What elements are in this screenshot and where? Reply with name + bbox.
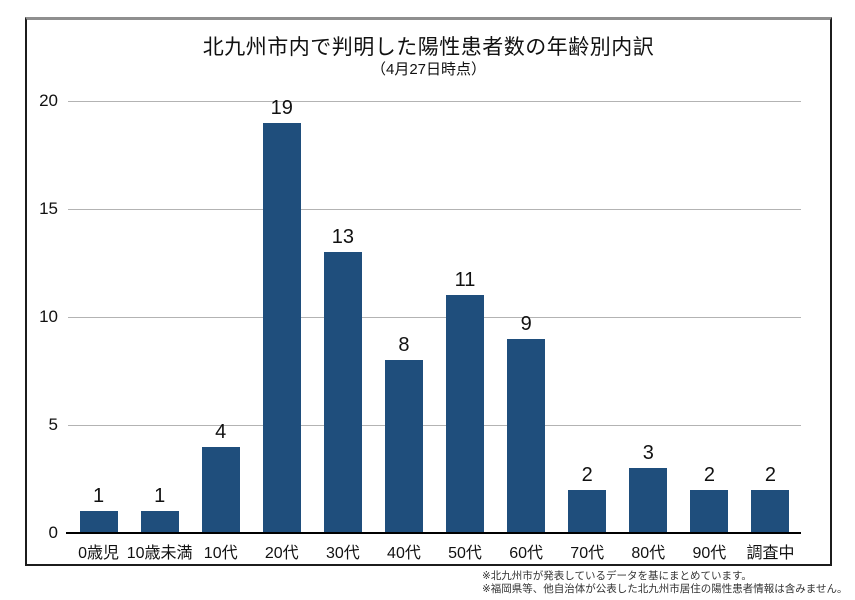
bar (446, 295, 485, 533)
gridline (68, 208, 801, 210)
chart-frame (25, 17, 832, 566)
x-axis-tick-label: 調査中 (746, 545, 795, 562)
bar (568, 489, 607, 533)
bar-value-label: 2 (581, 463, 593, 486)
bar-value-label: 3 (642, 442, 654, 465)
x-axis-tick-label: 70代 (570, 545, 605, 562)
chart-title: 北九州市内で判明した陽性患者数の年齢別内訳 (202, 36, 655, 59)
bar-value-label: 4 (215, 420, 227, 443)
footnote-line-1: ※北九州市が発表しているデータを基にまとめています。 (482, 570, 752, 582)
bar-value-label: 19 (270, 96, 293, 119)
y-axis-tick-label: 0 (48, 523, 58, 542)
bar-value-label: 9 (520, 312, 532, 335)
bar-value-label: 13 (331, 226, 354, 249)
y-axis-tick-label: 15 (39, 199, 58, 218)
footnotes: ※北九州市が発表しているデータを基にまとめています。 ※福岡県等、他自治体が公表… (482, 570, 847, 596)
y-axis-tick-label: 5 (48, 415, 58, 434)
x-axis-tick-label: 40代 (387, 545, 421, 562)
bar (323, 252, 362, 533)
bar-value-label: 1 (92, 485, 105, 508)
x-axis-tick-label: 80代 (631, 545, 666, 562)
x-axis-tick-label: 50代 (448, 545, 482, 562)
bar (507, 338, 546, 533)
bar-value-label: 11 (454, 269, 476, 292)
x-axis-line (66, 532, 801, 534)
bar-value-label: 8 (398, 334, 410, 357)
bar (751, 489, 790, 533)
x-axis-tick-label: 90代 (692, 545, 727, 562)
y-axis-tick-label: 20 (39, 91, 58, 110)
x-axis-tick-label: 0歳児 (78, 545, 119, 562)
bar (690, 489, 729, 533)
x-axis-tick-label: 30代 (325, 545, 360, 562)
x-axis-tick-label: 20代 (264, 545, 299, 562)
y-axis-tick-label: 10 (39, 307, 58, 326)
x-axis-tick-label: 10歳未満 (126, 545, 193, 562)
bar (384, 360, 423, 533)
bar-value-label: 1 (154, 485, 166, 508)
bar (140, 511, 179, 533)
bar (629, 468, 668, 533)
bar (79, 511, 118, 533)
x-axis-tick-label: 60代 (509, 545, 544, 562)
bar (262, 122, 301, 533)
chart-subtitle: （4月27日時点） (370, 61, 487, 78)
bar-value-label: 2 (703, 463, 715, 486)
gridline (68, 424, 801, 426)
gridline (68, 100, 801, 102)
footnote-line-2: ※福岡県等、他自治体が公表した北九州市居住の陽性患者情報は含みません。 (482, 583, 848, 595)
x-axis-tick-label: 10代 (203, 545, 238, 562)
bar-value-label: 2 (764, 463, 777, 486)
bar (201, 446, 240, 533)
gridline (68, 316, 801, 318)
